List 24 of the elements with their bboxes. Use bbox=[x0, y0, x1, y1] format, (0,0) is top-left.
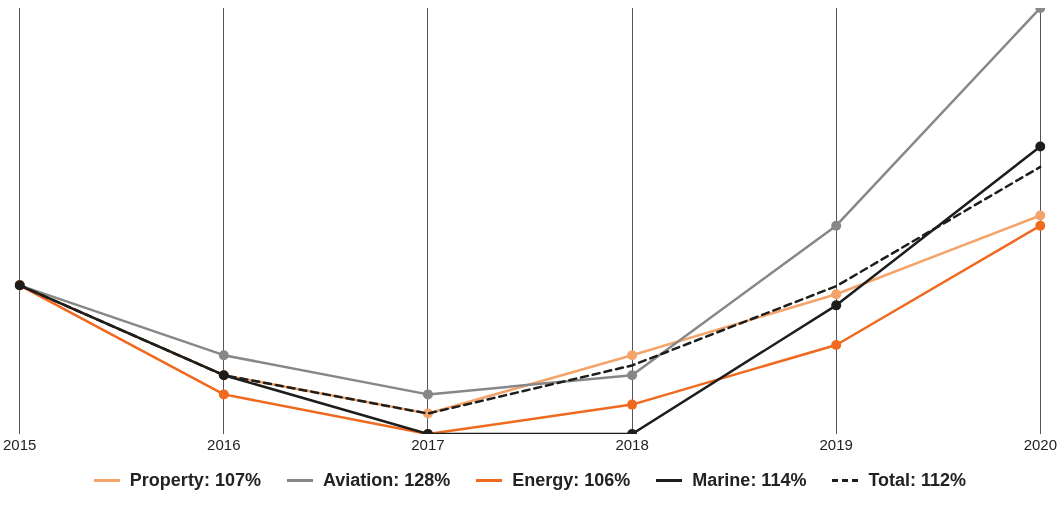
x-tick-label: 2017 bbox=[411, 436, 445, 454]
point bbox=[831, 220, 842, 231]
point bbox=[218, 389, 229, 400]
x-tick-label: 2016 bbox=[207, 436, 241, 454]
point bbox=[422, 389, 433, 400]
point bbox=[627, 350, 638, 361]
point bbox=[1035, 210, 1046, 221]
x-tick-label: 2020 bbox=[1023, 436, 1057, 454]
point bbox=[1035, 220, 1046, 231]
point bbox=[831, 300, 842, 311]
point bbox=[627, 399, 638, 410]
point bbox=[627, 370, 638, 381]
x-tick-label: 2019 bbox=[819, 436, 853, 454]
point bbox=[831, 289, 842, 300]
legend-label: Property: 107% bbox=[129, 470, 261, 491]
point bbox=[1035, 141, 1046, 152]
point bbox=[831, 339, 842, 350]
x-tick-label: 2018 bbox=[615, 436, 649, 454]
x-tick-label: 2015 bbox=[3, 436, 37, 454]
legend-label: Energy: 106% bbox=[512, 470, 631, 491]
legend-label: Total: 112% bbox=[868, 470, 967, 491]
legend-label: Aviation: 128% bbox=[322, 470, 451, 491]
point bbox=[218, 350, 229, 361]
legend-label: Marine: 114% bbox=[692, 470, 807, 491]
